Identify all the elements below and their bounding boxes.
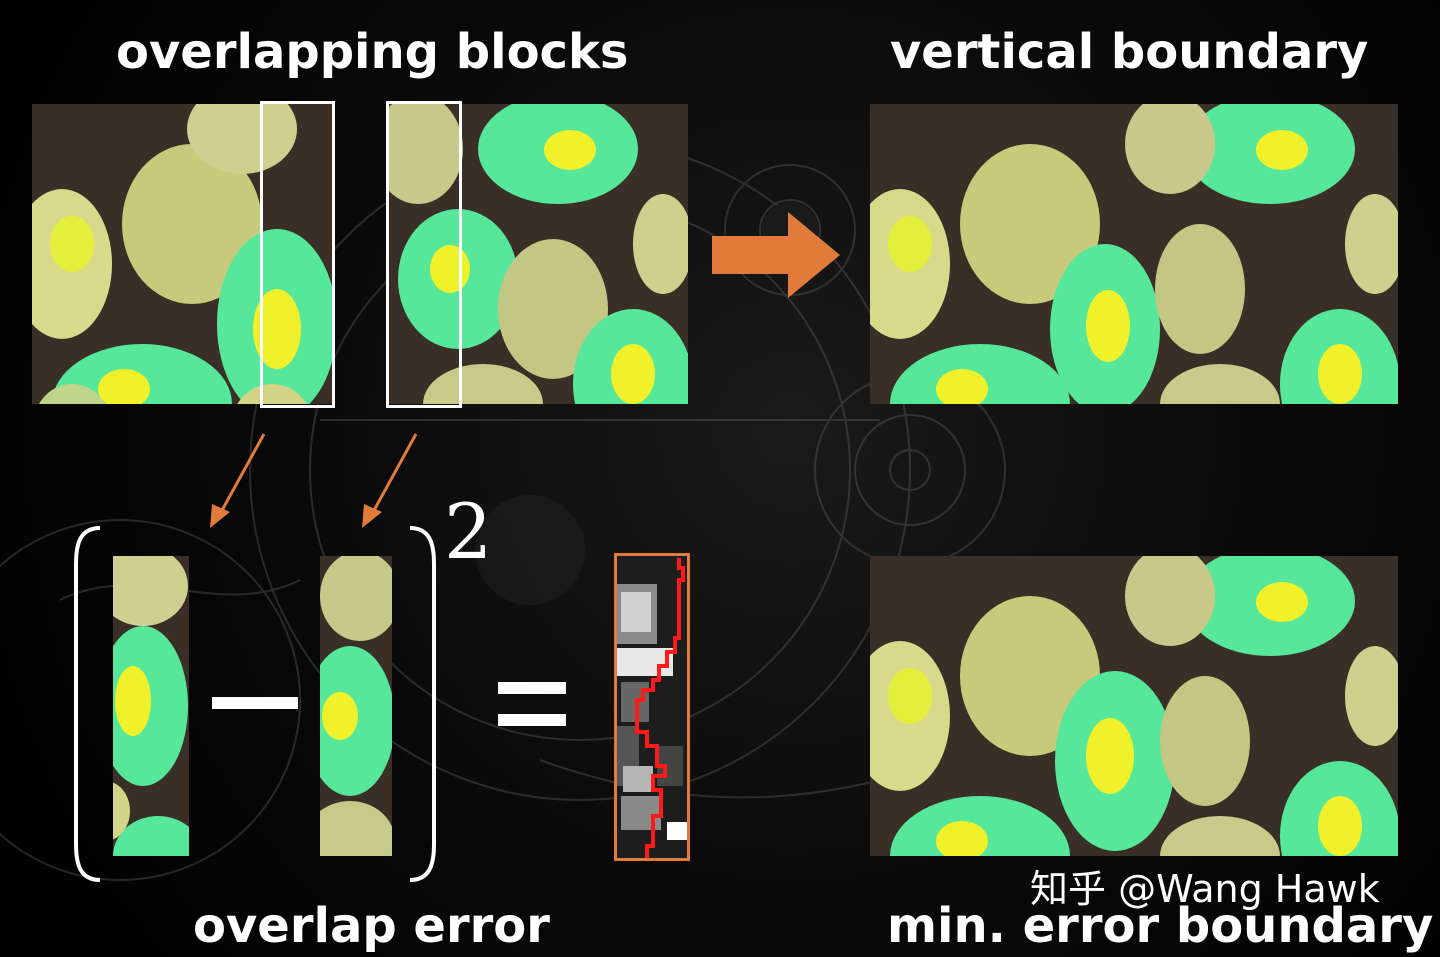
left-bracket: [74, 526, 101, 882]
min-error-boundary-result: [870, 556, 1398, 856]
left-overlap-strip: [113, 556, 189, 856]
error-surface-map: [614, 553, 690, 861]
right-arrow-icon: [712, 212, 840, 298]
watermark-label: 知乎 @Wang Hawk: [1030, 867, 1380, 911]
vertical-boundary-heading: vertical boundary: [890, 24, 1369, 80]
min-error-boundary-heading: min. error boundary: [887, 898, 1434, 954]
overlapping-blocks-heading: overlapping blocks: [116, 24, 629, 80]
diagonal-arrow-icon: [362, 433, 418, 528]
exponent-label: 2: [444, 487, 493, 576]
diagonal-arrow-icon: [210, 433, 266, 528]
vertical-boundary-result: [870, 104, 1398, 404]
right-overlap-frame: [386, 101, 462, 408]
equals-icon: [498, 682, 566, 726]
right-bracket: [409, 526, 436, 882]
overlap-error-heading: overlap error: [193, 898, 550, 954]
left-overlap-frame: [260, 101, 335, 408]
minus-icon: [212, 697, 298, 709]
left-texture-block: [32, 104, 332, 404]
right-texture-block: [388, 104, 688, 404]
right-overlap-strip: [320, 556, 392, 856]
